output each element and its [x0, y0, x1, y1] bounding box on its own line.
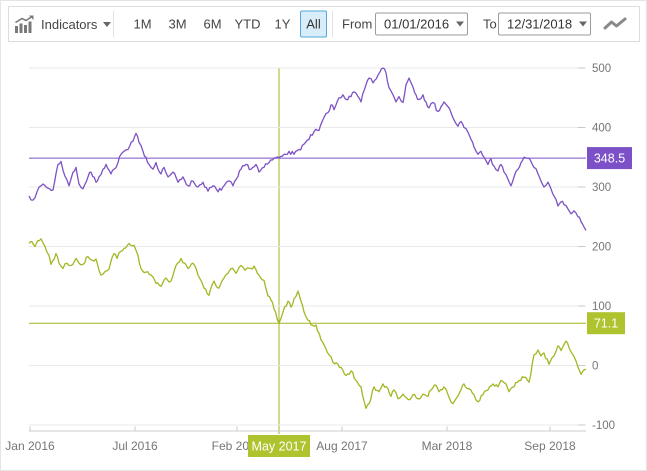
y-axis-label: 300 — [592, 182, 611, 194]
toolbar-separator — [332, 11, 333, 37]
range-button-all[interactable]: All — [300, 10, 327, 38]
lower-series-line — [28, 238, 587, 409]
x-axis-label: Sep 2018 — [524, 439, 576, 453]
lower-series-value-badge — [587, 312, 625, 335]
from-label: From — [342, 16, 373, 32]
y-axis-label: 0 — [592, 361, 598, 373]
y-axis-label: 500 — [592, 63, 611, 75]
indicators-label: Indicators — [41, 16, 98, 32]
range-button-1y[interactable]: 1Y — [274, 16, 291, 32]
trend-line-icon — [603, 17, 627, 32]
to-date-caret-icon[interactable] — [579, 21, 587, 27]
from-date-input[interactable] — [376, 16, 454, 32]
range-button-ytd[interactable]: YTD — [234, 16, 261, 32]
range-button-6m[interactable]: 6M — [203, 16, 222, 32]
to-label: To — [483, 16, 497, 32]
lower-series-value-badge-label: 71.1 — [594, 317, 618, 331]
indicators-chart-icon — [14, 14, 35, 34]
y-axis-label: 200 — [592, 242, 611, 254]
chart-toolbar: Indicators 1M 3M 6M YTD 1Y All From To — [8, 6, 640, 42]
from-date-caret-icon[interactable] — [456, 21, 464, 27]
y-axis-label: -100 — [592, 420, 615, 432]
upper-series-value-badge — [587, 147, 632, 170]
upper-series-line — [28, 67, 587, 231]
toolbar-separator — [113, 11, 114, 37]
y-axis-label: 400 — [592, 123, 611, 135]
x-axis-label: Mar 2018 — [422, 439, 473, 453]
upper-series-value-badge-label: 348.5 — [594, 152, 625, 166]
chart-type-button[interactable] — [603, 17, 627, 32]
range-button-3m[interactable]: 3M — [168, 16, 187, 32]
y-axis-label: 100 — [592, 301, 611, 313]
x-axis-label: Aug 2017 — [316, 439, 368, 453]
range-button-1m[interactable]: 1M — [133, 16, 152, 32]
crosshair-date-badge — [248, 435, 310, 457]
to-date-picker[interactable] — [498, 12, 591, 36]
to-date-input[interactable] — [499, 16, 577, 32]
indicators-dropdown-button[interactable]: Indicators — [14, 14, 112, 34]
crosshair-date-badge-label: May 2017 — [252, 440, 307, 454]
from-date-picker[interactable] — [375, 12, 468, 36]
indicators-caret-icon — [103, 21, 112, 27]
x-axis-label: Jul 2016 — [112, 439, 158, 453]
x-axis-label: Jan 2016 — [5, 439, 55, 453]
